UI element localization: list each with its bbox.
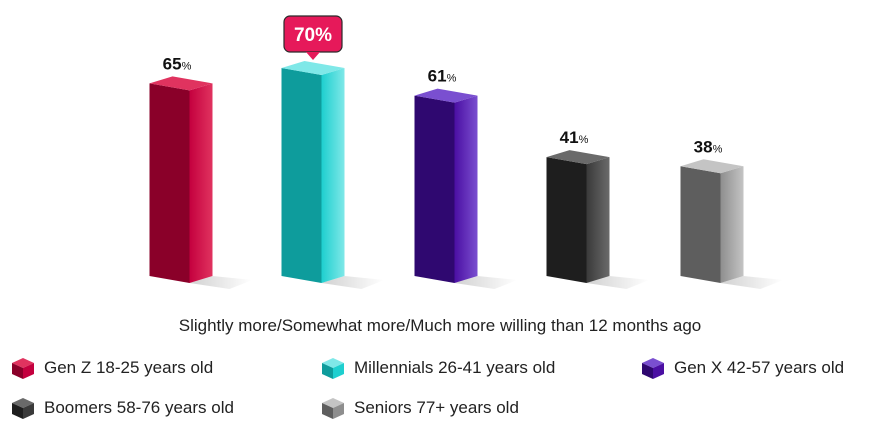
- value-percent: %: [182, 60, 192, 72]
- bar-side-face: [149, 83, 190, 283]
- legend-label: Seniors 77+ years old: [354, 398, 519, 417]
- bar-shadow: [454, 276, 518, 289]
- legend-item-boomers: Boomers 58-76 years old: [10, 395, 234, 421]
- bar-boomers: [546, 150, 650, 289]
- value-percent: %: [579, 134, 589, 146]
- bar-seniors: [680, 159, 784, 289]
- bar-top-face: [149, 76, 213, 91]
- bar-shadow: [189, 276, 253, 289]
- value-number: 38: [694, 137, 713, 156]
- bar-side-face: [680, 166, 721, 283]
- bar-gen: [149, 76, 253, 289]
- bar-top-face: [680, 159, 744, 174]
- value-label: 61%: [428, 67, 457, 86]
- legend-item-gen-z: Gen Z 18-25 years old: [10, 355, 213, 381]
- legend-label: Boomers 58-76 years old: [44, 398, 234, 417]
- cube-icon: [12, 398, 34, 419]
- x-axis-label: Slightly more/Somewhat more/Much more wi…: [179, 316, 702, 335]
- bar-front-face: [189, 83, 213, 283]
- bar-top-face: [546, 150, 610, 165]
- value-label: 41%: [560, 128, 589, 147]
- cube-icon: [322, 358, 344, 379]
- cube-icon: [322, 398, 344, 419]
- cube-icon: [642, 358, 664, 379]
- highlight-callout: 70%: [283, 15, 343, 60]
- bar-top-face: [414, 88, 478, 103]
- legend-label: Gen Z 18-25 years old: [44, 358, 214, 377]
- legend-label: Gen X 42-57 years old: [674, 358, 845, 377]
- value-label: 38%: [694, 137, 723, 156]
- value-percent: %: [713, 143, 723, 155]
- bar-shadow: [321, 276, 385, 289]
- callout-value-label: 70%: [294, 25, 332, 46]
- legend-label: Millennials 26-41 years old: [354, 358, 556, 377]
- cube-icon: [12, 358, 34, 379]
- callout-pointer: [306, 52, 320, 60]
- bar-chart: 65%70%61%41% 38% Slightly more/Somewhat m…: [149, 15, 784, 335]
- bar-millennials: [281, 61, 385, 289]
- bar-front-face: [720, 166, 744, 283]
- bar-side-face: [281, 68, 322, 283]
- bar-front-face: [321, 68, 345, 283]
- legend-item-seniors: Seniors 77+ years old: [320, 395, 519, 421]
- value-percent: %: [447, 73, 457, 85]
- bar-front-face: [586, 157, 610, 283]
- value-number: 65: [163, 54, 182, 73]
- bar-side-face: [546, 157, 587, 283]
- bar-gen: [414, 88, 518, 289]
- bar-top-face: [281, 61, 345, 75]
- legend-item-gen-x: Gen X 42-57 years old: [640, 355, 844, 381]
- value-number: 41: [560, 128, 579, 147]
- bar-shadow: [720, 276, 784, 289]
- value-label: 65%: [163, 54, 192, 73]
- legend-item-millennials: Millennials 26-41 years old: [320, 355, 555, 381]
- value-number: 61: [428, 67, 447, 86]
- bars-group: 65%70%61%41% 38%: [149, 15, 784, 289]
- bar-front-face: [454, 95, 478, 284]
- bar-side-face: [414, 95, 455, 284]
- bar-shadow: [586, 276, 650, 289]
